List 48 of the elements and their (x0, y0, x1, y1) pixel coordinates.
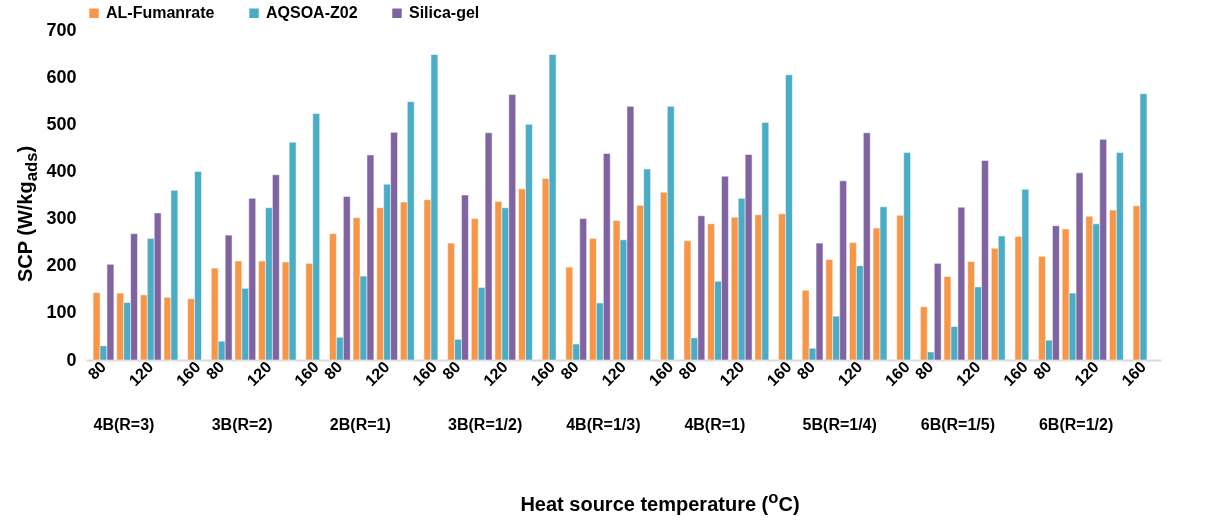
legend-label: AQSOA-Z02 (266, 4, 358, 22)
x-tick-label: 160 (527, 358, 559, 390)
x-tick-label: 80 (84, 358, 110, 383)
x-tick-label: 160 (1000, 358, 1032, 390)
x-tick-label: 160 (645, 358, 677, 390)
text: 6B(R=1/2) (1038, 416, 1114, 433)
y-tick-label: 0 (66, 349, 77, 370)
text: 4B(R=1/3) (566, 416, 641, 433)
text: 4B(R=3) (93, 416, 155, 433)
x-tick-label: 120 (716, 358, 748, 390)
text: 4B(R=1) (684, 416, 746, 433)
x-tick-label: 120 (952, 358, 984, 390)
x-tick-label: 160 (290, 358, 322, 390)
x-tick-label: 120 (1070, 358, 1102, 390)
x-tick-label: 160 (881, 358, 913, 390)
y-tick-label: 600 (46, 66, 77, 87)
y-tick-label: 500 (46, 113, 77, 134)
x-tick-label: 160 (172, 358, 204, 390)
x-tick-label: 80 (1030, 358, 1055, 383)
x-tick-label: 160 (763, 358, 795, 390)
x-tick-label: 120 (834, 358, 866, 390)
x-tick-label: 80 (911, 358, 937, 383)
x-tick-label: 80 (557, 358, 582, 383)
x-tick-label: 160 (1118, 358, 1150, 390)
text: 3B(R=1/2) (448, 416, 523, 433)
y-tick-label: 100 (46, 302, 77, 323)
x-tick-label: 80 (439, 358, 464, 383)
y-tick-label: 700 (46, 19, 77, 40)
legend-label: AL-Fumanrate (106, 4, 215, 22)
x-tick-label: 80 (320, 358, 346, 383)
x-tick-label: 120 (598, 358, 630, 390)
text: 6B(R=1/5) (920, 416, 996, 433)
x-tick-label: 120 (480, 358, 512, 390)
text: 5B(R=1/4) (802, 416, 877, 433)
text: 3B(R=2) (211, 416, 273, 433)
x-tick-label: 80 (202, 358, 228, 383)
x-axis-title: Heat source temperature ($^{o}$C) (519, 488, 801, 516)
legend-label: Silica-gel (409, 4, 480, 22)
text: 2B(R=1) (329, 416, 391, 433)
x-tick-label: 80 (675, 358, 701, 383)
y-tick-label: 400 (46, 160, 77, 181)
x-tick-label: 80 (793, 358, 819, 383)
y-tick-label: 300 (46, 208, 77, 229)
y-tick-label: 200 (46, 255, 77, 276)
x-tick-label: 120 (361, 358, 393, 390)
x-tick-label: 160 (409, 358, 441, 390)
x-tick-label: 120 (125, 358, 157, 390)
x-tick-label: 120 (243, 358, 275, 390)
